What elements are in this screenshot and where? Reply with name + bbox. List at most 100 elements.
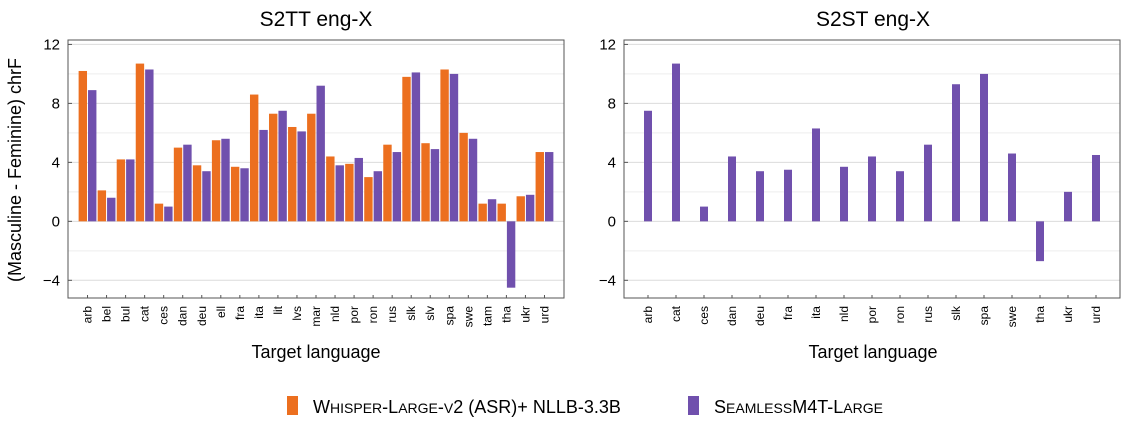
bar-whisper-fra — [230, 166, 240, 222]
x-tick-label: slv — [423, 306, 437, 321]
x-axis-label: Target language — [808, 342, 937, 362]
x-tick-label: swe — [1005, 306, 1019, 328]
y-axis-label: (Masculine - Feminine) chrF — [5, 58, 25, 282]
bar-whisper-bel — [97, 190, 107, 222]
bar-seamless-tha — [1036, 221, 1044, 262]
bar-seamless-rus — [392, 152, 402, 222]
x-tick-label: lvs — [290, 306, 304, 321]
bar-whisper-nld — [326, 156, 335, 222]
bar-whisper-spa — [440, 69, 449, 222]
bar-seamless-tam — [487, 199, 497, 222]
x-tick-label: slk — [404, 305, 418, 321]
bar-seamless-slk — [952, 84, 960, 222]
bar-seamless-swe — [468, 138, 478, 222]
bar-whisper-ron — [364, 177, 373, 222]
bar-seamless-fra — [784, 169, 792, 222]
x-tick-label: arb — [81, 306, 95, 324]
x-tick-label: cat — [669, 305, 683, 322]
bar-seamless-cat — [145, 69, 154, 222]
bar-seamless-tha — [506, 221, 516, 288]
bar-seamless-arb — [88, 90, 97, 222]
bar-whisper-por — [345, 163, 354, 222]
y-tick-label: 8 — [608, 95, 616, 112]
x-tick-label: dan — [725, 306, 739, 326]
bar-seamless-ces — [164, 206, 173, 222]
bar-whisper-slv — [421, 143, 430, 222]
plot-frame — [67, 39, 565, 299]
bar-whisper-ukr — [516, 196, 525, 222]
bar-whisper-urd — [535, 152, 544, 222]
bar-whisper-ces — [154, 203, 164, 222]
x-tick-label: nld — [837, 306, 851, 322]
x-axis-label: Target language — [251, 342, 380, 362]
x-tick-label: rus — [385, 306, 399, 323]
x-tick-label: ces — [157, 306, 171, 325]
x-tick-label: nld — [328, 306, 342, 322]
bar-seamless-urd — [1092, 154, 1100, 222]
x-tick-label: fra — [781, 306, 795, 320]
x-tick-label: arb — [641, 306, 655, 324]
bar-seamless-por — [354, 157, 363, 222]
bar-whisper-lvs — [288, 126, 297, 222]
x-tick-label: spa — [977, 306, 991, 326]
bar-whisper-rus — [383, 144, 392, 222]
x-tick-label: mar — [309, 306, 323, 327]
bar-seamless-por — [868, 156, 876, 222]
bar-whisper-swe — [459, 132, 468, 222]
legend-label-whisper: WHISPER-LARGE-V2 (ASR)+ NLLB-3.3B — [313, 397, 621, 417]
legend-swatch-whisper — [287, 396, 298, 415]
bar-seamless-dan — [183, 144, 192, 222]
bar-seamless-deu — [756, 171, 764, 222]
bar-seamless-nld — [335, 165, 344, 222]
bar-whisper-bul — [116, 159, 126, 222]
chart-title: S2ST eng-X — [816, 8, 930, 31]
bar-whisper-ell — [211, 140, 221, 222]
bars — [78, 63, 554, 288]
x-tick-label: bul — [119, 306, 133, 322]
x-tick-label: ces — [697, 306, 711, 325]
bar-whisper-dan — [173, 147, 183, 222]
y-tick-label: −4 — [43, 272, 60, 289]
bar-seamless-fra — [240, 168, 249, 222]
bar-seamless-bel — [107, 197, 116, 222]
x-tick-label: spa — [442, 306, 456, 326]
x-tick-label: fra — [233, 306, 247, 320]
bar-whisper-tam — [478, 203, 487, 222]
bar-seamless-ces — [700, 206, 708, 222]
bar-seamless-slv — [430, 149, 440, 222]
bar-whisper-tha — [497, 203, 506, 222]
bar-seamless-mar — [316, 85, 325, 222]
bar-seamless-deu — [202, 171, 211, 222]
x-tick-label: ita — [252, 306, 266, 319]
x-tick-label: ita — [809, 306, 823, 319]
bar-seamless-ukr — [1064, 191, 1072, 222]
legend-label-seamless: SEAMLESSM4T-LARGE — [714, 397, 883, 417]
bar-seamless-bul — [126, 159, 135, 222]
bar-seamless-swe — [1008, 153, 1016, 222]
y-tick-label: 0 — [52, 213, 60, 230]
bar-seamless-nld — [840, 166, 848, 222]
y-tick-label: 12 — [43, 36, 60, 53]
x-tick-label: tha — [499, 306, 513, 323]
y-tick-label: 12 — [599, 36, 616, 53]
x-tick-label: bel — [100, 306, 114, 322]
y-tick-label: 4 — [608, 154, 616, 171]
y-tick-label: −4 — [599, 272, 616, 289]
bar-seamless-cat — [672, 63, 680, 222]
x-tick-label: ukr — [1061, 306, 1075, 323]
x-tick-label: ukr — [518, 306, 532, 323]
bar-whisper-lit — [269, 113, 278, 222]
x-tick-label: swe — [461, 306, 475, 328]
x-tick-label: urd — [1089, 306, 1103, 323]
bar-seamless-ron — [896, 171, 904, 222]
x-tick-label: cat — [138, 305, 152, 322]
x-tick-label: ell — [214, 306, 228, 318]
chart-s2tt: S2TT eng-X (Masculine - Feminine) chrF T… — [5, 8, 565, 362]
bar-seamless-spa — [449, 73, 459, 222]
bar-seamless-lvs — [297, 131, 306, 222]
x-tick-label: dan — [176, 306, 190, 326]
bar-whisper-ita — [249, 94, 259, 222]
bar-whisper-arb — [78, 70, 88, 222]
chart-s2st: S2ST eng-X Target language −4 0 4 8 12 arb cat… — [599, 8, 1121, 362]
